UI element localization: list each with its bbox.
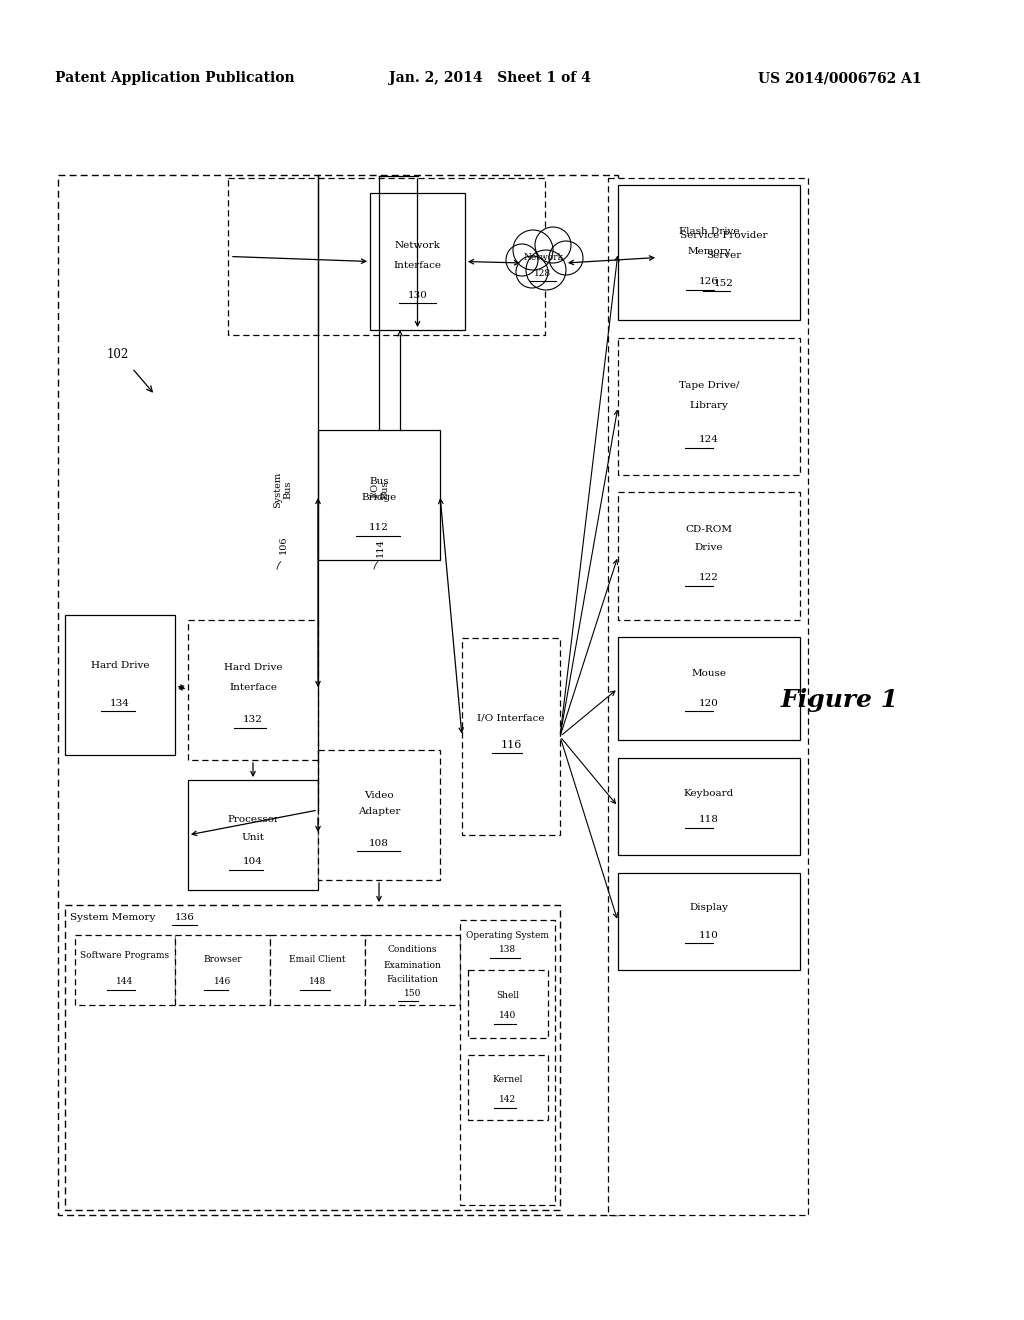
Text: 140: 140 xyxy=(500,1011,517,1020)
Text: Keyboard: Keyboard xyxy=(684,788,734,797)
Text: 138: 138 xyxy=(499,945,516,954)
Text: 122: 122 xyxy=(699,573,719,582)
Bar xyxy=(460,920,555,1205)
Text: Patent Application Publication: Patent Application Publication xyxy=(55,71,295,84)
Text: Email Client: Email Client xyxy=(289,956,346,965)
Bar xyxy=(370,193,465,330)
Bar xyxy=(58,176,618,1214)
Text: Memory: Memory xyxy=(687,248,731,256)
Text: Mouse: Mouse xyxy=(691,668,726,677)
Text: 104: 104 xyxy=(243,858,263,866)
Text: 120: 120 xyxy=(699,698,719,708)
Bar xyxy=(658,195,790,319)
Text: 126: 126 xyxy=(699,277,719,286)
Text: US 2014/0006762 A1: US 2014/0006762 A1 xyxy=(758,71,922,84)
Text: 108: 108 xyxy=(369,838,389,847)
Bar xyxy=(65,615,175,755)
Text: Server: Server xyxy=(707,251,741,260)
Text: Shell: Shell xyxy=(497,990,519,999)
Circle shape xyxy=(526,249,566,290)
Text: Facilitation: Facilitation xyxy=(387,975,438,985)
Text: Kernel: Kernel xyxy=(493,1076,523,1085)
Text: Adapter: Adapter xyxy=(357,808,400,817)
Text: 118: 118 xyxy=(699,816,719,825)
Text: 150: 150 xyxy=(403,989,421,998)
Circle shape xyxy=(506,244,538,276)
Text: 124: 124 xyxy=(699,436,719,445)
Bar xyxy=(318,750,440,880)
Text: Bridge: Bridge xyxy=(361,494,396,503)
Text: 132: 132 xyxy=(243,715,263,725)
Text: Bus: Bus xyxy=(370,477,389,486)
Text: Video: Video xyxy=(365,791,394,800)
Bar xyxy=(618,492,800,620)
Text: Library: Library xyxy=(689,400,728,409)
Text: 112: 112 xyxy=(369,524,389,532)
Bar xyxy=(618,338,800,475)
Text: 116: 116 xyxy=(501,741,521,750)
Bar xyxy=(618,758,800,855)
Text: 128: 128 xyxy=(535,268,552,277)
Text: 142: 142 xyxy=(500,1096,516,1105)
Bar xyxy=(188,620,318,760)
Bar xyxy=(228,178,545,335)
Text: Interface: Interface xyxy=(393,260,441,269)
Circle shape xyxy=(535,227,571,263)
Text: Display: Display xyxy=(689,903,728,912)
Text: CD-ROM: CD-ROM xyxy=(685,525,732,535)
Bar xyxy=(618,185,800,319)
Bar xyxy=(608,178,808,1214)
Text: 134: 134 xyxy=(110,698,130,708)
Text: 114: 114 xyxy=(376,539,384,557)
Text: 148: 148 xyxy=(309,978,326,986)
Bar xyxy=(618,873,800,970)
Bar xyxy=(65,906,560,1210)
Bar xyxy=(462,638,560,836)
Text: System
Bus: System Bus xyxy=(273,471,293,508)
Text: Hard Drive: Hard Drive xyxy=(224,664,283,672)
Text: Examination: Examination xyxy=(384,961,441,969)
Text: 110: 110 xyxy=(699,931,719,940)
Bar xyxy=(468,1055,548,1119)
Text: System Memory: System Memory xyxy=(70,913,156,923)
Text: 106: 106 xyxy=(279,536,288,554)
Text: I/O
Bus: I/O Bus xyxy=(371,480,390,499)
Bar xyxy=(270,935,365,1005)
Text: Drive: Drive xyxy=(694,544,723,553)
Text: 102: 102 xyxy=(106,348,129,362)
Bar xyxy=(188,780,318,890)
Text: Browser: Browser xyxy=(203,956,242,965)
Bar xyxy=(75,935,175,1005)
Text: Tape Drive/: Tape Drive/ xyxy=(679,380,739,389)
Text: 152: 152 xyxy=(714,279,734,288)
Text: Network: Network xyxy=(523,252,563,261)
Text: Figure 1: Figure 1 xyxy=(781,688,899,711)
Bar xyxy=(365,935,460,1005)
Circle shape xyxy=(549,242,583,275)
Text: Service Provider: Service Provider xyxy=(680,231,768,239)
Bar xyxy=(468,970,548,1038)
Text: Unit: Unit xyxy=(242,833,264,842)
Text: Network: Network xyxy=(394,240,440,249)
Circle shape xyxy=(513,230,553,271)
Text: Operating System: Operating System xyxy=(466,931,549,940)
Text: Jan. 2, 2014   Sheet 1 of 4: Jan. 2, 2014 Sheet 1 of 4 xyxy=(389,71,591,84)
Text: 136: 136 xyxy=(175,913,195,923)
Text: Software Programs: Software Programs xyxy=(81,950,170,960)
Text: Hard Drive: Hard Drive xyxy=(91,660,150,669)
Bar xyxy=(318,430,440,560)
Text: Interface: Interface xyxy=(229,684,278,693)
Bar xyxy=(175,935,270,1005)
Text: 146: 146 xyxy=(214,978,231,986)
Text: I/O Interface: I/O Interface xyxy=(477,714,545,722)
Text: Conditions: Conditions xyxy=(388,945,437,954)
Text: 130: 130 xyxy=(408,290,427,300)
Text: Flash Drive: Flash Drive xyxy=(679,227,739,236)
Bar xyxy=(618,638,800,741)
Circle shape xyxy=(516,256,548,288)
Text: Processor: Processor xyxy=(227,816,279,825)
Text: 144: 144 xyxy=(117,978,133,986)
